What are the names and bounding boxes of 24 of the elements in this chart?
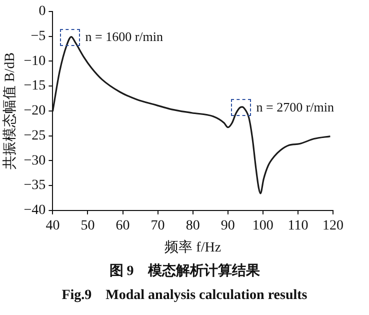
x-tick-label: 50 (80, 218, 95, 234)
x-tick-label: 40 (46, 218, 60, 234)
y-tick-label: −35 (24, 178, 46, 194)
x-tick-label: 90 (220, 218, 235, 234)
y-tick-label: −40 (24, 203, 46, 218)
annotation: n = 2700 r/min (256, 99, 334, 114)
y-tick-label: −5 (30, 28, 46, 44)
text: Fig.9 Modal analysis calculation results (60, 287, 308, 304)
x-tick-label: 110 (288, 218, 308, 234)
x-axis-title: 频率 f/Hz (164, 239, 222, 256)
y-tick-label: −10 (24, 54, 46, 69)
y-tick-label: −25 (24, 128, 46, 144)
annotation: n = 1600 r/min (85, 29, 164, 44)
x-tick-label: 100 (252, 218, 274, 234)
x-tick-label: 70 (150, 218, 165, 234)
y-tick-label: −15 (24, 78, 46, 94)
y-axis-title: 共振模态幅值 B/dB (2, 52, 18, 170)
x-tick-label: 80 (186, 218, 200, 234)
x-tick-label: 60 (116, 218, 130, 234)
text: 图 9 模态解析计算结果 (108, 262, 261, 280)
x-tick-label: 120 (322, 218, 344, 234)
y-tick-label: 0 (38, 4, 46, 20)
y-tick-label: −30 (24, 153, 46, 168)
y-tick-label: −20 (24, 104, 46, 119)
